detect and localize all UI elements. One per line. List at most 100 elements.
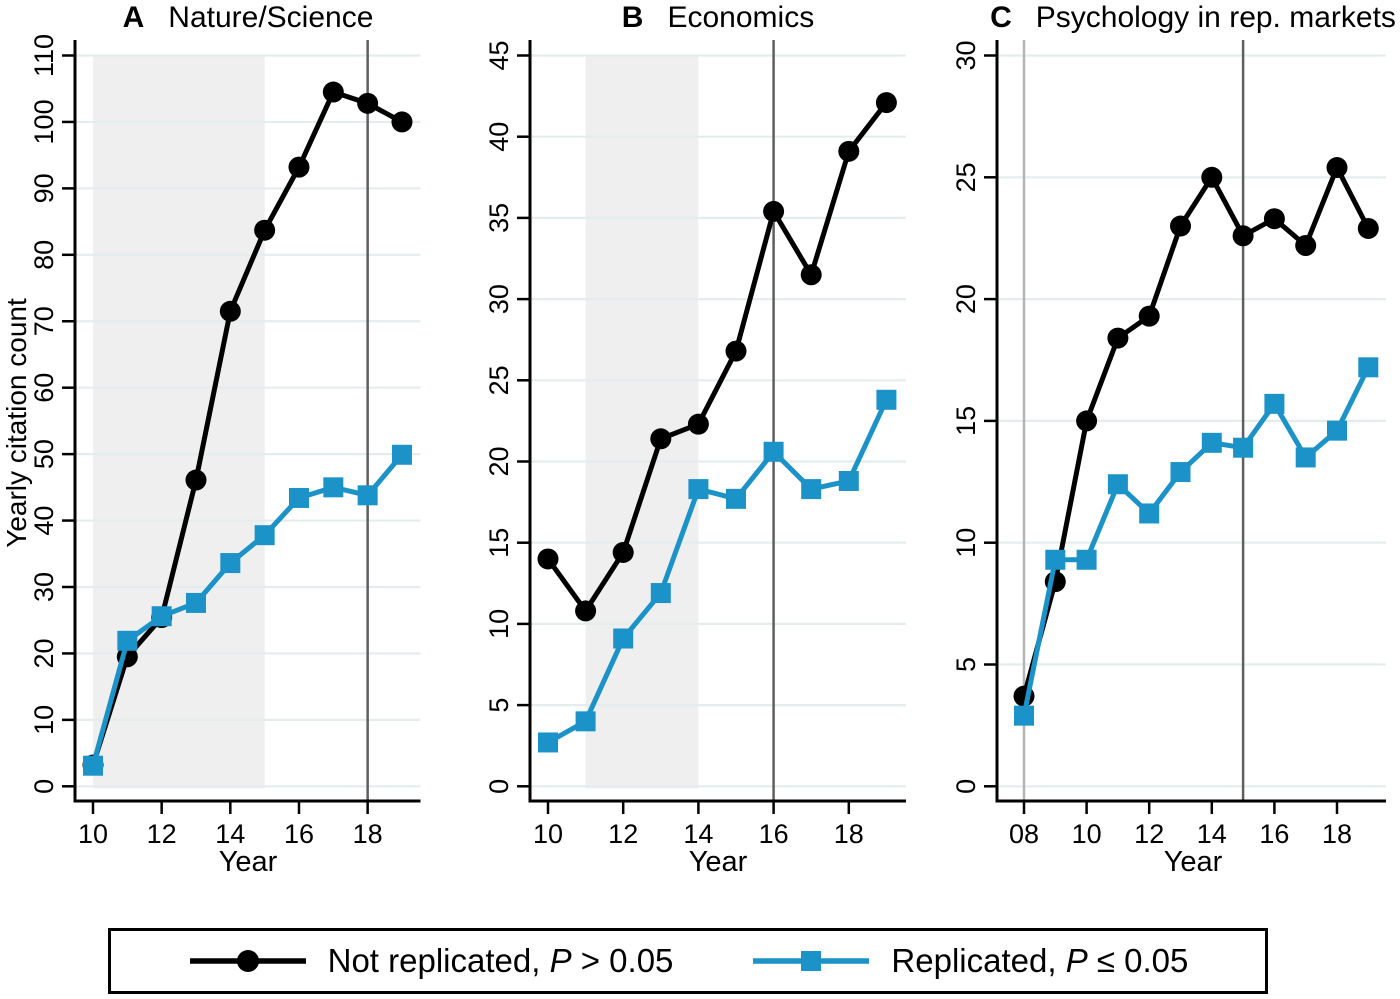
- data-point-circle: [875, 92, 897, 114]
- panel-b-title: B Economics: [530, 1, 906, 35]
- data-point-square: [1139, 503, 1160, 524]
- data-point-square: [726, 488, 746, 509]
- panel-b-x-axis-title: Year: [688, 846, 748, 878]
- data-point-circle: [687, 413, 709, 435]
- y-tick-label: 70: [29, 306, 59, 336]
- panel-c-title-text: Psychology in rep. markets: [1035, 1, 1396, 34]
- data-point-circle: [322, 81, 344, 103]
- series-line: [546, 398, 889, 745]
- data-point-circle: [1170, 215, 1191, 237]
- x-tick-label: 16: [284, 819, 314, 849]
- data-point-circle: [650, 428, 672, 450]
- x-tick-label: 08: [1009, 819, 1039, 849]
- data-point-circle: [219, 300, 241, 322]
- legend-entry-replicated: Replicated, P ≤ 0.05: [751, 942, 1188, 980]
- data-point-circle: [763, 200, 785, 222]
- panel-c-label: C: [990, 1, 1012, 34]
- panel-c-x-axis-title: Year: [1163, 846, 1223, 878]
- data-point-square: [1076, 549, 1097, 570]
- data-point-square: [185, 592, 206, 613]
- data-point-square: [1233, 437, 1254, 458]
- data-point-square: [688, 479, 709, 500]
- data-point-square: [117, 630, 138, 651]
- y-tick-label: 10: [951, 528, 981, 558]
- data-point-circle: [838, 140, 860, 162]
- y-tick-label: 10: [484, 609, 514, 639]
- panel-a-title: A Nature/Science: [75, 1, 421, 35]
- y-tick-label: 80: [29, 240, 59, 270]
- panel-a-label: A: [122, 1, 145, 34]
- x-tick-label: 16: [759, 819, 789, 849]
- data-point-circle: [1107, 327, 1129, 349]
- y-tick-label: 40: [29, 506, 59, 536]
- x-tick-label: 12: [147, 819, 177, 849]
- data-point-square: [1045, 549, 1066, 570]
- y-tick-label: 110: [29, 34, 59, 77]
- data-point-circle: [1138, 305, 1160, 327]
- x-tick-label: 14: [683, 819, 713, 849]
- data-point-circle: [1076, 410, 1098, 432]
- data-point-square: [254, 525, 275, 546]
- data-point-circle: [391, 111, 413, 133]
- y-tick-label: 30: [951, 40, 981, 70]
- y-tick-label: 20: [484, 446, 514, 476]
- panel-b-label: B: [621, 1, 644, 34]
- data-point-square: [876, 389, 897, 410]
- y-tick-label: 0: [484, 779, 514, 794]
- y-tick-label: 5: [484, 698, 514, 713]
- y-tick-label: 60: [29, 373, 59, 403]
- y-tick-label: 45: [484, 40, 514, 70]
- data-point-square: [288, 487, 309, 508]
- y-tick-label: 10: [29, 705, 59, 735]
- data-point-square: [1264, 393, 1285, 414]
- x-tick-label: 14: [215, 819, 245, 849]
- data-point-square: [220, 553, 241, 574]
- data-point-square: [613, 628, 634, 649]
- y-tick-label: 0: [29, 779, 59, 794]
- data-point-circle: [185, 469, 207, 491]
- y-tick-label: 50: [29, 439, 59, 469]
- data-point-circle: [725, 340, 747, 362]
- legend-marker-square-icon: [753, 951, 870, 971]
- x-tick-label: 18: [834, 819, 864, 849]
- legend-entry-not-replicated: Not replicated, P > 0.05: [188, 942, 673, 980]
- data-point-square: [1170, 462, 1191, 483]
- data-point-circle: [1232, 225, 1254, 247]
- data-point-square: [538, 732, 558, 753]
- legend-marker-circle-icon: [189, 950, 306, 972]
- y-tick-label: 30: [29, 572, 59, 602]
- x-tick-label: 12: [1134, 819, 1164, 849]
- data-point-square: [83, 755, 103, 776]
- y-tick-label: 35: [484, 203, 514, 233]
- y-tick-label: 20: [29, 638, 59, 668]
- series-line: [90, 88, 404, 766]
- data-point-circle: [1263, 208, 1285, 230]
- data-point-square: [801, 479, 822, 500]
- y-tick-label: 15: [484, 528, 514, 558]
- data-point-circle: [800, 264, 822, 286]
- x-tick-label: 10: [1072, 819, 1102, 849]
- data-point-circle: [357, 92, 379, 114]
- y-tick-label: 40: [484, 122, 514, 152]
- data-point-circle: [288, 156, 310, 178]
- data-point-square: [838, 470, 859, 491]
- data-point-square: [1201, 432, 1222, 453]
- panel-a-x-axis-title: Year: [218, 846, 278, 878]
- data-point-square: [763, 441, 784, 462]
- y-axis-title: Yearly citation count: [1, 298, 32, 548]
- shaded-band: [585, 55, 699, 789]
- series-line: [90, 453, 404, 767]
- series-line: [1021, 161, 1371, 697]
- y-tick-label: 90: [29, 173, 59, 203]
- data-point-square: [1327, 420, 1347, 441]
- x-tick-label: 10: [78, 819, 108, 849]
- panel-a-title-text: Nature/Science: [168, 1, 374, 34]
- data-point-square: [1107, 474, 1128, 495]
- data-point-square: [357, 485, 378, 506]
- data-point-square: [1358, 357, 1379, 378]
- data-point-circle: [612, 541, 634, 563]
- series-line: [545, 101, 889, 616]
- legend: Not replicated, P > 0.05 Replicated, P ≤…: [108, 928, 1268, 994]
- data-point-circle: [254, 219, 276, 241]
